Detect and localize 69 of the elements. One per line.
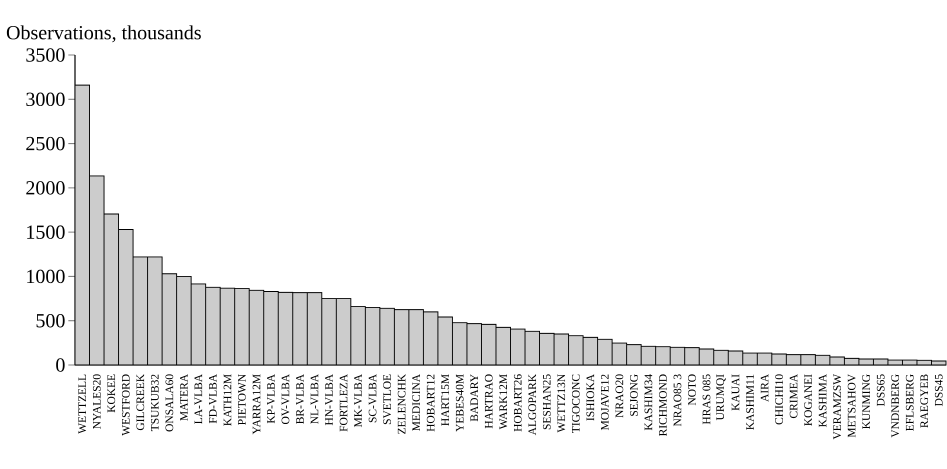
- x-tick-label: MEDICINA: [412, 374, 420, 431]
- y-tick-label: 1000: [27, 270, 65, 284]
- x-tick-label: KUNMING: [862, 374, 870, 430]
- x-tick-label: RAEGYEB: [920, 374, 928, 428]
- x-tick-label: AIRA: [760, 374, 768, 402]
- x-tick-label: WARK12M: [499, 374, 508, 430]
- x-tick-label: URUMQI: [716, 374, 726, 420]
- x-tick-label: HRAS 085: [702, 374, 710, 424]
- y-tick-label: 1500: [27, 225, 65, 239]
- x-tick-label: VERAMZSW: [833, 374, 841, 440]
- y-tick-label: 0: [56, 358, 65, 372]
- x-tick-label: BADARY: [470, 374, 478, 422]
- x-tick-label: FORTLEZA: [340, 374, 348, 432]
- x-tick-label: KP-VLBA: [267, 374, 275, 424]
- x-tick-label: SC-VLBA: [368, 374, 376, 422]
- x-tick-label: MK-VLBA: [354, 374, 362, 428]
- x-tick-label: YEBES40M: [456, 374, 464, 432]
- x-tick-label: FD-VLBA: [209, 374, 217, 424]
- x-tick-label: PIETOWN: [238, 374, 246, 425]
- x-tick-label: SVETLOE: [383, 374, 391, 424]
- y-tick-label: 500: [36, 314, 65, 328]
- x-tick-label: KASHIMA: [818, 374, 826, 428]
- x-tick-label: NOTO: [688, 374, 696, 406]
- x-tick-label: CHICHI10: [775, 374, 783, 424]
- x-tick-label: VNDNBERG: [891, 374, 900, 438]
- x-tick-label: NYALES20: [92, 374, 101, 430]
- x-tick-label: KATH12M: [224, 374, 232, 426]
- x-tick-label: OV-VLBA: [282, 374, 290, 424]
- x-tick-label: HN-VLBA: [325, 374, 333, 426]
- x-tick-label: GILCREEK: [136, 374, 144, 430]
- y-tick-label: 2500: [26, 136, 65, 150]
- x-tick-label: KOKEE: [107, 374, 116, 412]
- x-tick-label: NRAO85 3: [674, 374, 682, 426]
- x-tick-label: KAUAI: [732, 374, 740, 411]
- x-tick-label: TSUKUB32: [150, 374, 159, 432]
- x-tick-label: NL-VLBA: [310, 374, 318, 424]
- x-tick-label: SEJONG: [630, 374, 638, 416]
- x-tick-label: LA-VLBA: [194, 374, 202, 424]
- x-tick-label: YARRA12M: [252, 374, 260, 434]
- y-tick-label: 2000: [26, 181, 65, 195]
- x-tick-label: MOJAVE12: [600, 374, 609, 430]
- y-tick-label: 3000: [26, 92, 65, 106]
- x-tick-label: ALGOPARK: [528, 374, 536, 436]
- x-tick-label: ZELENCHK: [398, 374, 406, 434]
- x-tick-label: SESHAN25: [542, 374, 551, 430]
- x-tick-label: DSS65: [876, 374, 885, 406]
- x-tick-label: KASHIM34: [644, 374, 652, 430]
- x-tick-label: ONSALA60: [166, 374, 174, 432]
- x-tick-label: DSS45: [934, 374, 943, 406]
- x-tick-label: KOGANEI: [804, 374, 812, 426]
- x-tick-label: KASHIM11: [746, 374, 754, 430]
- x-tick-label: WESTFORD: [122, 374, 130, 436]
- x-tick-label: WETTZ13N: [557, 374, 566, 432]
- y-tick-label: 3500: [26, 48, 65, 62]
- x-tick-label: HART15M: [441, 374, 450, 426]
- x-tick-label: EFLSBERG: [906, 374, 914, 431]
- x-tick-label: CRIMEA: [790, 374, 798, 418]
- x-tick-label: HARTRAO: [484, 374, 493, 428]
- x-tick-label: RICHMOND: [659, 374, 667, 436]
- x-tick-label: WETTZELL: [78, 374, 86, 434]
- x-tick-label: TIGOCONC: [572, 374, 580, 433]
- x-tick-label: METSAHOV: [848, 374, 856, 438]
- x-tick-label: MATERA: [180, 374, 188, 421]
- x-tick-label: BR-VLBA: [296, 374, 304, 424]
- x-tick-label: NRAO20: [616, 374, 624, 418]
- x-tick-label: ISHIOKA: [586, 374, 594, 421]
- x-tick-label: HOBART26: [514, 374, 522, 432]
- y-axis-title: Observations, thousands: [6, 25, 201, 42]
- x-tick-label: HOBART12: [426, 374, 435, 432]
